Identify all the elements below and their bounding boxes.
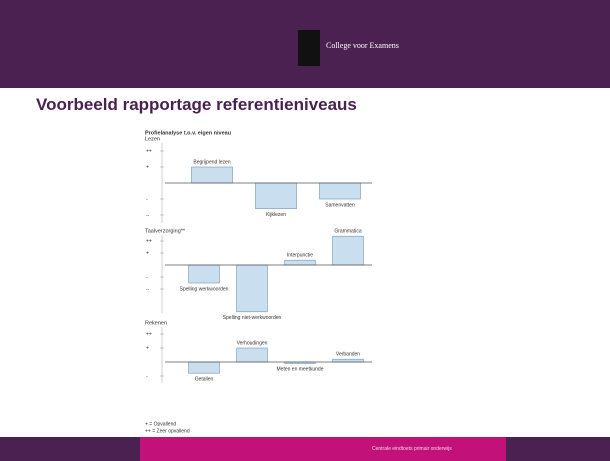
y-tick-label: -- <box>146 212 150 218</box>
bar <box>236 264 268 313</box>
bar <box>236 347 268 363</box>
bar <box>188 264 220 284</box>
y-tick-label: + <box>146 250 149 256</box>
y-tick-label: - <box>146 274 148 280</box>
legend-item: ++ = Zeer opvallend <box>145 428 190 434</box>
bar-label: Grammatica <box>334 229 361 235</box>
bar-label: Spelling niet-werkwoorden <box>223 315 282 321</box>
y-tick-label: ++ <box>146 148 152 154</box>
figure-heading: Profielanalyse t.o.v. eigen niveau <box>145 130 231 136</box>
footer-image <box>140 437 506 461</box>
chart-title: Taalverzorging** <box>145 228 186 234</box>
bar-label: Begrijpend lezen <box>193 159 230 165</box>
bar-label: Kijklezen <box>266 212 286 218</box>
bar <box>191 166 233 184</box>
bar-label: Verhoudingen <box>237 340 268 346</box>
footer-text: Centrale eindtoets primair onderwijs <box>372 446 452 452</box>
chart-title: Rekenen <box>145 320 167 326</box>
bar <box>188 361 220 374</box>
bar <box>284 259 316 266</box>
legend-item: + = Opvallend <box>145 421 176 427</box>
y-tick-label: - <box>146 196 148 202</box>
slide-title: Voorbeeld rapportage referentieniveaus <box>36 95 357 114</box>
logo-text: College voor Examens <box>326 41 399 50</box>
bar <box>319 182 361 200</box>
bar-label: Meten en meetkunde <box>277 367 324 373</box>
bar-label: Getallen <box>195 377 214 383</box>
bar <box>255 182 297 209</box>
bar-label: Spelling werkwoorden <box>180 286 229 292</box>
bar-label: Interpunctie <box>287 253 313 259</box>
bar-label: Samenvatten <box>325 202 355 208</box>
bar <box>332 235 364 266</box>
y-tick-label: ++ <box>146 238 152 244</box>
chart-title: Lezen <box>145 136 160 142</box>
y-tick-label: -- <box>146 286 150 292</box>
y-tick-label: ++ <box>146 331 152 337</box>
y-tick-label: + <box>146 164 149 170</box>
bar-label: Verbanden <box>336 352 360 358</box>
logo <box>298 30 320 66</box>
y-tick-label: + <box>146 345 149 351</box>
bar <box>332 358 364 363</box>
y-tick-label: - <box>146 373 148 379</box>
